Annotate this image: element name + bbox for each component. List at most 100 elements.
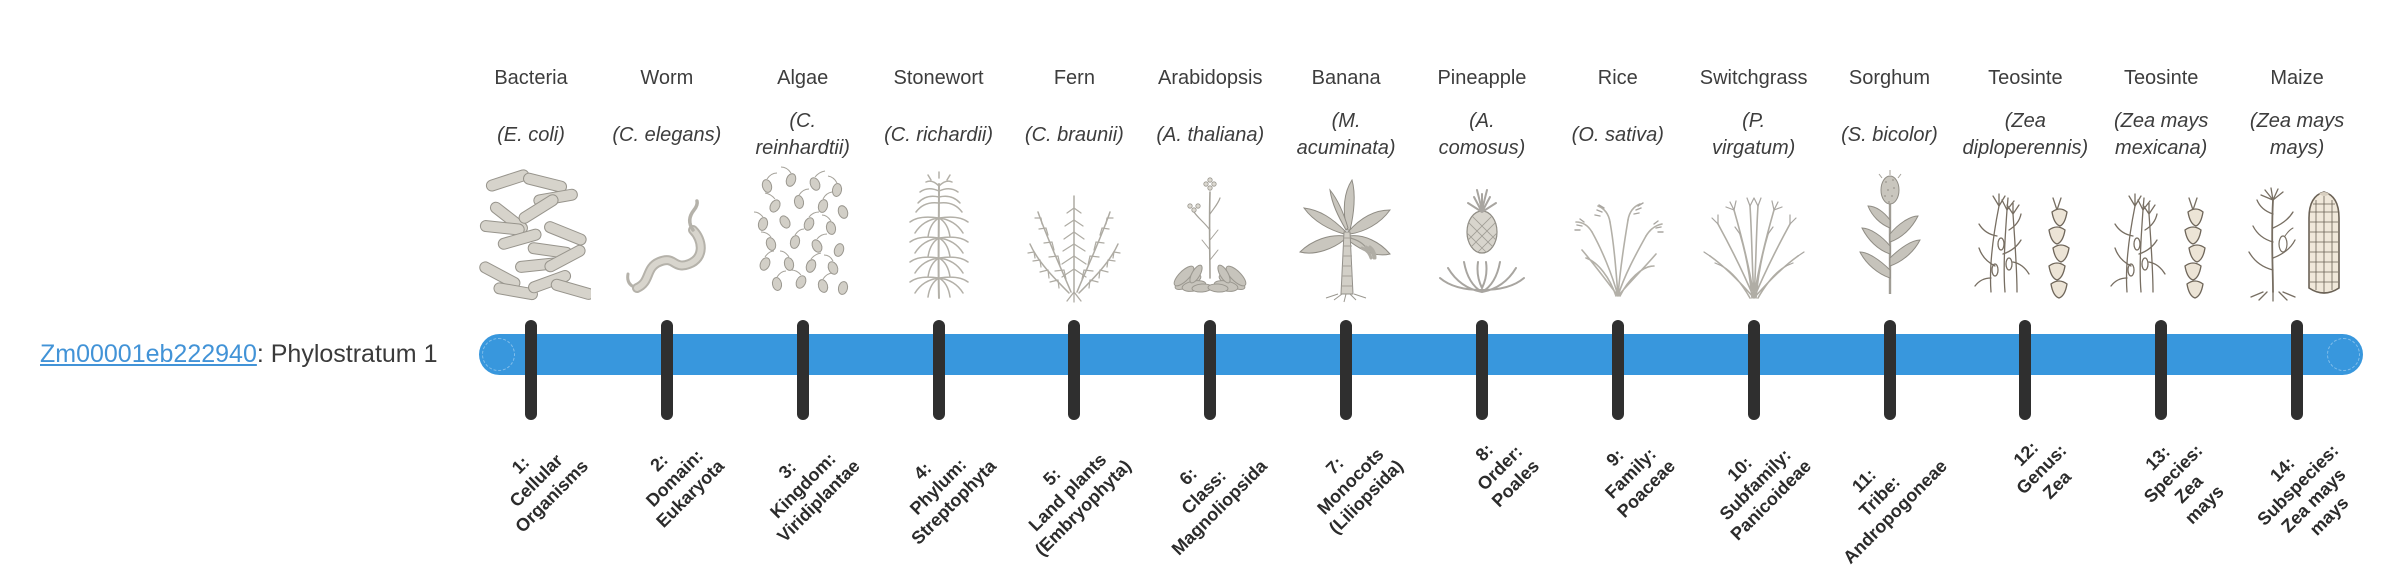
- arabidopsis-icon: [1150, 166, 1270, 306]
- rank-label: 7: Monocots (Liliopsida): [1313, 444, 1408, 538]
- maize-icon: [2248, 187, 2340, 302]
- rank-label: 12: Genus: Zea: [2009, 437, 2076, 503]
- teosinte-diploperennis-icon: [1965, 166, 2085, 306]
- algae-icon: [743, 166, 863, 306]
- rank-label: 14: Subspecies: Zea mays mays: [2253, 440, 2353, 540]
- timeline-tick: [2291, 320, 2304, 420]
- organism-species: (C. reinhardtii): [755, 110, 850, 159]
- stonewort-icon: [908, 171, 969, 299]
- organism-name: Teosinte: [1988, 67, 2063, 89]
- organism-species: (A. thaliana): [1156, 123, 1265, 146]
- rank-label: 10: Subfamily: Panicoideae: [1715, 444, 1815, 545]
- rank-label: 5: Land plants (Embryophyta): [1025, 449, 1136, 560]
- teosinte-mexicana-icon: [2110, 193, 2206, 299]
- organism-name: Banana: [1311, 67, 1381, 89]
- rice-icon: [1558, 166, 1678, 306]
- switchgrass-icon: [1694, 166, 1814, 306]
- phylostratum-stage: Rice (O. sativa) 9: Family: Poaceae: [1543, 0, 1693, 580]
- gene-label: Zm00001eb222940: Phylostratum 1: [40, 334, 438, 375]
- teosinte-diploperennis-icon: [1974, 193, 2071, 299]
- rank-label: 3: Kingdom: Viridiplantae: [766, 448, 864, 547]
- timeline-bar: [479, 334, 2363, 375]
- bacteria-icon: [471, 166, 591, 306]
- phylostratum-stage: Arabidopsis (A. thaliana) 6: Class: Magn…: [1135, 0, 1285, 580]
- organism-name: Bacteria: [494, 67, 568, 89]
- phylostratum-stage: Switchgrass (P. virgatum) 10: Subfamily:…: [1679, 0, 1829, 580]
- organism-name: Worm: [640, 67, 694, 89]
- phylostratum-stage: Bacteria (E. coli) 1: Cellular Organisms: [456, 0, 606, 580]
- organism-name: Teosinte: [2123, 67, 2199, 89]
- organism-species: (C. braunii): [1024, 123, 1124, 146]
- bacteria-icon: [479, 169, 591, 301]
- algae-icon: [753, 166, 848, 295]
- timeline-tick: [1340, 320, 1353, 420]
- timeline-tick: [1747, 320, 1760, 420]
- stonewort-icon: [879, 166, 999, 306]
- pineapple-icon: [1422, 166, 1542, 306]
- timeline-tick: [525, 320, 537, 420]
- banana-icon: [1286, 166, 1406, 306]
- gene-id-link[interactable]: Zm00001eb222940: [40, 340, 257, 368]
- phylostratum-stage: Stonewort (C. richardii) 4: Phylum: Stre…: [864, 0, 1014, 580]
- rank-label: 4: Phylum: Streptophyta: [905, 454, 1000, 549]
- organism-species: (P. virgatum): [1711, 110, 1796, 159]
- teosinte-mexicana-icon: [2101, 166, 2221, 306]
- timeline-tick: [796, 320, 809, 420]
- rank-label: 9: Family: Poaceae: [1600, 443, 1679, 522]
- phylostratum-stage: Worm (C. elegans) 2: Domain: Eukaryota: [592, 0, 742, 580]
- phylostratum-stage: Teosinte (Zea diploperennis) 12: Genus: …: [1950, 0, 2100, 580]
- organism-species: (M. acuminata): [1296, 110, 1396, 159]
- rank-label: 6: Class: Magnoliopsida: [1167, 455, 1272, 560]
- organism-name: Pineapple: [1437, 67, 1527, 89]
- organism-species: (E. coli): [497, 123, 565, 146]
- timeline-tick: [1204, 320, 1217, 420]
- timeline-tick: [1883, 320, 1896, 420]
- phylostratum-stage: Teosinte (Zea mays mexicana) 13: Species…: [2086, 0, 2236, 580]
- organism-species: (Zea mays mays): [2249, 110, 2345, 159]
- phylostratum-stage: Algae (C. reinhardtii) 3: Kingdom: Virid…: [728, 0, 878, 580]
- maize-icon: [2237, 166, 2357, 306]
- worm-icon: [607, 166, 727, 306]
- timeline-tick: [1475, 320, 1488, 420]
- organism-species: (Zea mays mexicana): [2113, 110, 2209, 159]
- phylostratum-stage: Maize (Zea mays mays) 14: Subspecies: Ze…: [2222, 0, 2372, 580]
- organism-name: Maize: [2270, 67, 2324, 89]
- organism-species: (C. elegans): [612, 123, 722, 146]
- sorghum-icon: [1830, 166, 1950, 306]
- organism-species: (C. richardii): [884, 123, 993, 146]
- organism-species: (A. comosus): [1438, 110, 1526, 159]
- rank-label: 8: Order: Poales: [1471, 439, 1543, 512]
- fern-icon: [1014, 166, 1134, 306]
- phylostratum-stage: Pineapple (A. comosus) 8: Order: Poales: [1407, 0, 1557, 580]
- organism-name: Stonewort: [893, 67, 984, 89]
- timeline-tick: [932, 320, 945, 420]
- organism-name: Algae: [777, 67, 829, 89]
- rank-label: 1: Cellular Organisms: [505, 450, 592, 537]
- timeline-tick: [2155, 320, 2168, 420]
- phylostratum-text: : Phylostratum 1: [256, 340, 438, 368]
- phylostratum-stage: Banana (M. acuminata) 7: Monocots (Lilio…: [1271, 0, 1421, 580]
- pineapple-icon: [1438, 189, 1525, 293]
- organism-species: (S. bicolor): [1841, 123, 1938, 146]
- organism-species: (O. sativa): [1571, 123, 1664, 146]
- sorghum-icon: [1858, 170, 1921, 294]
- worm-icon: [626, 199, 706, 293]
- organism-name: Switchgrass: [1699, 67, 1808, 89]
- banana-icon: [1299, 178, 1392, 303]
- fern-icon: [1027, 195, 1121, 303]
- organism-name: Arabidopsis: [1157, 67, 1263, 89]
- timeline-tick: [1068, 320, 1081, 420]
- phylostratum-stage: Fern (C. braunii) 5: Land plants (Embryo…: [999, 0, 1149, 580]
- rank-label: 2: Domain: Eukaryota: [641, 445, 728, 532]
- rice-icon: [1574, 202, 1664, 297]
- organism-name: Rice: [1597, 67, 1638, 89]
- arabidopsis-icon: [1173, 177, 1247, 293]
- organism-name: Fern: [1053, 67, 1095, 89]
- phylostratum-stage: Sorghum (S. bicolor) 11: Tribe: Andropog…: [1815, 0, 1965, 580]
- rank-label: 11: Tribe: Andropogoneae: [1838, 455, 1951, 568]
- organism-species: (Zea diploperennis): [1962, 110, 2089, 159]
- organism-name: Sorghum: [1848, 67, 1931, 89]
- timeline-tick: [660, 320, 673, 420]
- switchgrass-icon: [1703, 197, 1805, 299]
